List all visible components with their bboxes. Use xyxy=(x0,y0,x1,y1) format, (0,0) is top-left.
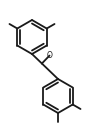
Text: O: O xyxy=(47,51,52,60)
